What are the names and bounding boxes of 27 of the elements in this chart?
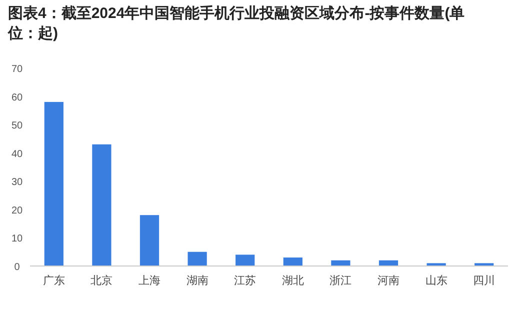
x-tick-label: 广东 bbox=[42, 274, 65, 287]
y-tick-label: 50 bbox=[11, 120, 23, 132]
x-tick-label: 四川 bbox=[473, 274, 496, 287]
x-tick-label: 山东 bbox=[425, 274, 448, 287]
y-tick-label: 60 bbox=[11, 92, 23, 104]
x-tick-label: 湖北 bbox=[282, 274, 304, 287]
x-tick-label: 江苏 bbox=[234, 274, 256, 287]
bar bbox=[236, 254, 255, 266]
x-tick-label: 北京 bbox=[90, 274, 113, 287]
bar bbox=[331, 260, 350, 266]
bar bbox=[426, 263, 446, 266]
y-tick-label: 20 bbox=[11, 205, 23, 216]
y-tick-label: 30 bbox=[11, 177, 23, 188]
x-tick-label: 河南 bbox=[378, 274, 400, 287]
y-tick-label: 10 bbox=[11, 234, 23, 245]
x-tick-label: 浙江 bbox=[330, 274, 352, 287]
bar bbox=[188, 252, 207, 266]
chart-title: 图表4：截至2024年中国智能手机行业投融资区域分布-按事件数量(单位：起) bbox=[8, 4, 466, 44]
bar bbox=[283, 258, 302, 266]
bar bbox=[44, 102, 64, 266]
bar bbox=[140, 215, 160, 266]
y-tick-label: 40 bbox=[11, 148, 23, 160]
y-tick-label: 0 bbox=[14, 262, 20, 273]
bar bbox=[92, 144, 112, 266]
y-tick-label: 70 bbox=[11, 64, 23, 75]
x-tick-label: 湖南 bbox=[186, 274, 208, 287]
x-tick-label: 上海 bbox=[138, 274, 160, 287]
